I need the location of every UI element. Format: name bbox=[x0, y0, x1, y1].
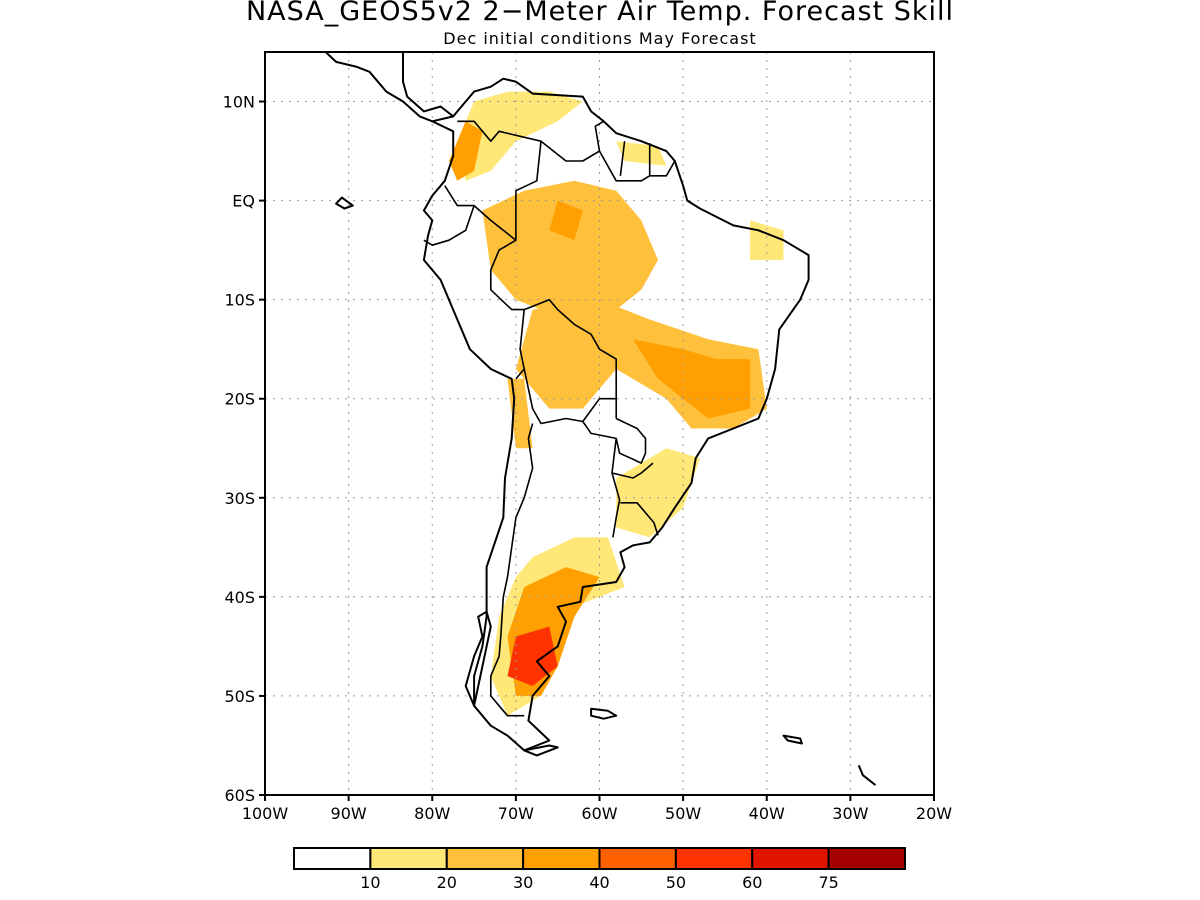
lat-label: 10S bbox=[224, 291, 255, 310]
colorbar-swatch bbox=[751, 847, 830, 870]
colorbar-swatch bbox=[674, 847, 754, 870]
skill-region-ne-brazil bbox=[750, 220, 784, 260]
colorbar-label: 30 bbox=[513, 873, 533, 892]
islands bbox=[335, 196, 877, 786]
lat-label: 20S bbox=[224, 390, 255, 409]
colorbar-swatch bbox=[369, 847, 448, 870]
skill-region-amazon-core bbox=[549, 200, 583, 241]
skill-region-colombia-core bbox=[449, 121, 483, 181]
skill-region-amazon bbox=[482, 180, 658, 320]
latitude-labels: 10N EQ 10S 20S 30S 40S 50S 60S bbox=[223, 93, 255, 805]
skill-region-central-brazil-core bbox=[633, 339, 750, 419]
axis-ticks bbox=[259, 100, 935, 801]
colorbar-swatch bbox=[293, 847, 372, 870]
colorbar-label: 20 bbox=[437, 873, 457, 892]
lat-label: EQ bbox=[232, 192, 255, 211]
colorbar: 10 20 30 40 50 60 75 bbox=[293, 847, 906, 892]
country-borders bbox=[423, 120, 676, 717]
plot-frame bbox=[264, 51, 935, 796]
lat-label: 40S bbox=[224, 588, 255, 607]
central-america-coastline bbox=[306, 52, 454, 123]
lat-label: 10N bbox=[223, 93, 255, 112]
lon-label: 90W bbox=[331, 804, 367, 823]
lat-label: 30S bbox=[224, 489, 255, 508]
coastlines bbox=[306, 52, 877, 786]
lon-label: 50W bbox=[665, 804, 701, 823]
longitude-labels: 100W 90W 80W 70W 60W 50W 40W 30W 20W bbox=[242, 804, 952, 823]
colorbar-swatch bbox=[445, 847, 525, 870]
colorbar-swatch bbox=[598, 847, 677, 870]
lon-label: 80W bbox=[414, 804, 450, 823]
colorbar-label: 10 bbox=[360, 873, 380, 892]
skill-region-guianas bbox=[616, 141, 667, 166]
lat-label: 50S bbox=[224, 687, 255, 706]
colorbar-label: 50 bbox=[666, 873, 686, 892]
skill-region-southern-brazil bbox=[616, 448, 700, 538]
map-subtitle: Dec initial conditions May Forecast bbox=[443, 29, 757, 48]
gridlines bbox=[265, 52, 934, 795]
south-america-coastline bbox=[422, 77, 810, 752]
map-title: NASA_GEOS5v2 2−Meter Air Temp. Forecast … bbox=[245, 0, 955, 27]
colorbar-swatch bbox=[827, 847, 906, 870]
colorbar-label: 40 bbox=[589, 873, 609, 892]
colorbar-label: 60 bbox=[742, 873, 762, 892]
lon-label: 40W bbox=[749, 804, 785, 823]
lon-label: 100W bbox=[242, 804, 289, 823]
lon-label: 70W bbox=[498, 804, 534, 823]
lon-label: 20W bbox=[916, 804, 952, 823]
lat-label: 60S bbox=[224, 786, 255, 805]
lon-label: 30W bbox=[832, 804, 868, 823]
colorbar-swatch bbox=[522, 847, 601, 870]
lon-label: 60W bbox=[581, 804, 617, 823]
colorbar-label: 75 bbox=[818, 873, 838, 892]
